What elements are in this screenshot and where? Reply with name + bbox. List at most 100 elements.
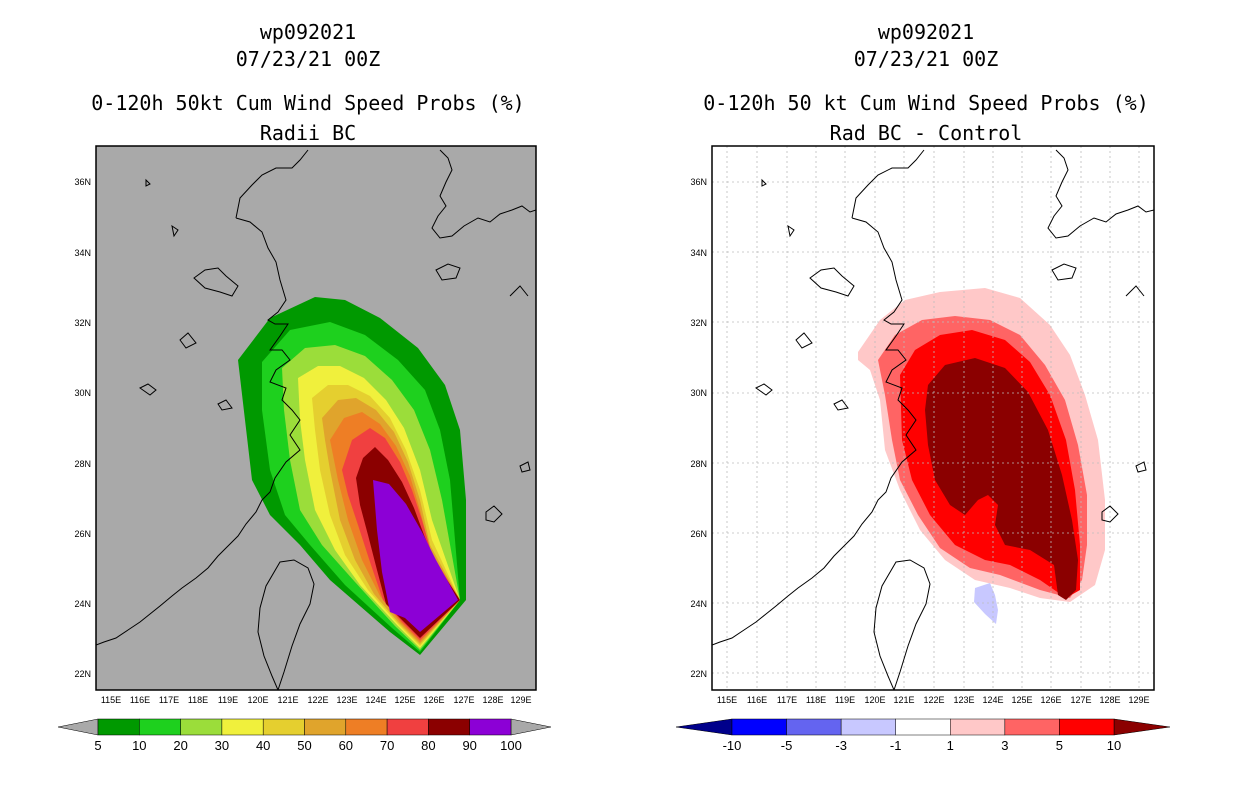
left-colorbar-swatch [345, 718, 388, 736]
left-lon-label: 116E [130, 695, 150, 705]
right-lat-label: 32N [690, 318, 707, 328]
right-colorbar-label: 1 [947, 738, 954, 753]
right-colorbar-swatch [786, 718, 842, 736]
right-lon-label: 126E [1040, 695, 1061, 705]
right-lon-label: 119E [835, 695, 855, 705]
left-probability-contours [96, 149, 536, 690]
left-colorbar-swatch [180, 718, 223, 736]
left-lon-label: 127E [453, 695, 474, 705]
right-lat-label: 36N [690, 177, 707, 187]
left-lon-label: 129E [510, 695, 531, 705]
left-lat-label: 36N [74, 177, 91, 187]
left-colorbar-label: 60 [339, 738, 353, 753]
right-map-frame [711, 145, 1155, 691]
left-lon-label: 120E [247, 695, 268, 705]
right-lon-label: 125E [1011, 695, 1032, 705]
right-colorbar-extend-left [675, 718, 733, 736]
left-contour-90 [373, 480, 458, 632]
left-colorbar-label: 40 [256, 738, 270, 753]
right-colorbar-swatch [950, 718, 1006, 736]
left-lon-label: 121E [277, 695, 298, 705]
right-title-date: 07/23/21 00Z [853, 47, 999, 71]
right-colorbar-label: 3 [1001, 738, 1008, 753]
left-lat-label: 28N [74, 459, 91, 469]
right-colorbar-label: -1 [890, 738, 902, 753]
right-lat-label: 24N [690, 599, 707, 609]
left-map-panel: 36N 34N 32N 30N 28N 26N 24N 22N 115E 116… [57, 145, 552, 753]
left-lat-label: 32N [74, 318, 91, 328]
right-lat-label: 28N [690, 459, 707, 469]
right-colorbar-swatch [895, 718, 951, 736]
right-contour-neg1-3 [974, 583, 998, 624]
right-lon-label: 124E [982, 695, 1003, 705]
left-map-frame [95, 145, 537, 691]
left-colorbar-label: 30 [215, 738, 229, 753]
left-lon-label: 115E [101, 695, 121, 705]
right-lat-label: 26N [690, 529, 707, 539]
left-lon-label: 117E [159, 695, 179, 705]
right-contour-10plus [925, 358, 1078, 600]
left-title-storm: wp092021 [259, 20, 357, 44]
right-lon-label: 117E [777, 695, 797, 705]
right-gridlines [712, 146, 1154, 690]
right-title-subtitle: Rad BC - Control [829, 121, 1023, 145]
left-lat-axis: 36N 34N 32N 30N 28N 26N 24N 22N [74, 177, 91, 679]
left-lat-label: 30N [74, 388, 91, 398]
left-colorbar-swatch [221, 718, 264, 736]
right-colorbar-swatch [840, 718, 896, 736]
right-lat-label: 30N [690, 388, 707, 398]
left-colorbar-label: 10 [132, 738, 146, 753]
left-lon-label: 118E [188, 695, 208, 705]
right-lon-label: 121E [893, 695, 914, 705]
left-colorbar: 5 10 20 30 40 50 60 70 80 90 100 [57, 718, 552, 753]
left-coastlines [96, 149, 536, 690]
left-lon-label: 128E [482, 695, 503, 705]
left-title-subtitle: Radii BC [259, 121, 357, 145]
right-colorbar-label: 5 [1056, 738, 1063, 753]
right-lon-label: 116E [747, 695, 767, 705]
right-colorbar-label: -3 [835, 738, 847, 753]
left-lon-axis: 115E 116E 117E 118E 119E 120E 121E 122E … [101, 695, 532, 705]
left-colorbar-swatch [428, 718, 470, 736]
right-lon-label: 118E [806, 695, 826, 705]
left-colorbar-swatch [386, 718, 429, 736]
right-difference-contours [712, 146, 1154, 690]
right-lon-axis: 115E 116E 117E 118E 119E 120E 121E 122E … [717, 695, 1150, 705]
right-lat-axis: 36N 34N 32N 30N 28N 26N 24N 22N [690, 177, 707, 679]
left-colorbar-extend-right [510, 718, 552, 736]
right-lat-label: 22N [690, 669, 707, 679]
right-colorbar-label: -5 [781, 738, 793, 753]
left-title-product: 0-120h 50kt Cum Wind Speed Probs (%) [91, 91, 525, 115]
right-lon-label: 122E [923, 695, 944, 705]
right-title-storm: wp092021 [877, 20, 975, 44]
right-map-panel: 36N 34N 32N 30N 28N 26N 24N 22N 115E 116… [675, 145, 1171, 753]
right-lon-label: 129E [1128, 695, 1149, 705]
left-colorbar-label: 80 [421, 738, 435, 753]
right-lat-label: 34N [690, 248, 707, 258]
right-colorbar-label: 10 [1107, 738, 1121, 753]
right-lon-label: 127E [1070, 695, 1091, 705]
left-lon-label: 124E [365, 695, 386, 705]
left-colorbar-swatch [304, 718, 347, 736]
left-colorbar-label: 70 [380, 738, 394, 753]
left-colorbar-label: 90 [462, 738, 476, 753]
left-colorbar-swatch [262, 718, 305, 736]
right-title-product: 0-120h 50 kt Cum Wind Speed Probs (%) [703, 91, 1149, 115]
right-coastlines [712, 149, 1154, 690]
right-colorbar-label: -10 [723, 738, 742, 753]
left-lat-label: 26N [74, 529, 91, 539]
right-colorbar-swatch [731, 718, 787, 736]
left-colorbar-label: 20 [173, 738, 187, 753]
right-colorbar-swatch [1059, 718, 1115, 736]
left-colorbar-swatch [139, 718, 181, 736]
right-lon-label: 128E [1099, 695, 1120, 705]
left-colorbar-swatch [97, 718, 140, 736]
left-lon-label: 119E [218, 695, 238, 705]
left-colorbar-extend-left [57, 718, 99, 736]
left-colorbar-label: 50 [297, 738, 311, 753]
left-title-date: 07/23/21 00Z [235, 47, 381, 71]
right-colorbar-extend-right [1113, 718, 1171, 736]
left-colorbar-label: 5 [94, 738, 101, 753]
right-lon-label: 115E [717, 695, 737, 705]
right-lon-label: 123E [953, 695, 974, 705]
